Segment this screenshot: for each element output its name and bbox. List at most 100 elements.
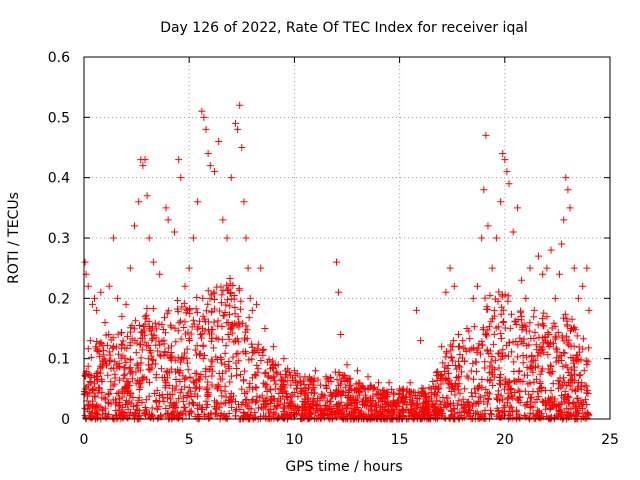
data-point [311, 367, 319, 375]
data-point [567, 353, 575, 361]
data-point [84, 345, 92, 353]
data-point [335, 368, 343, 376]
data-point [477, 413, 485, 421]
data-point [123, 401, 131, 409]
data-point [484, 376, 492, 384]
data-point [556, 408, 564, 416]
data-point [99, 351, 107, 359]
data-point [522, 400, 530, 408]
data-point [451, 410, 459, 418]
data-point [460, 413, 468, 421]
data-point [197, 371, 205, 379]
data-point [288, 401, 296, 409]
data-point [148, 360, 156, 368]
data-point [367, 382, 375, 390]
data-point [128, 375, 136, 383]
data-point [440, 404, 448, 412]
data-point [553, 346, 561, 354]
data-point [443, 402, 451, 410]
data-point [206, 366, 214, 374]
data-point [124, 389, 132, 397]
data-point [577, 356, 585, 364]
data-point [419, 385, 427, 393]
y-tick-label: 0.1 [48, 352, 70, 368]
data-point [195, 350, 203, 358]
data-point [195, 375, 203, 383]
data-point [221, 349, 229, 357]
data-point [216, 375, 224, 383]
data-point [520, 412, 528, 420]
data-point [121, 370, 129, 378]
data-point [334, 406, 342, 414]
data-point [447, 341, 455, 349]
data-point [470, 323, 478, 331]
data-point [175, 156, 183, 164]
data-point [106, 351, 114, 359]
data-point [231, 398, 239, 406]
data-point [242, 234, 250, 242]
data-point [389, 406, 397, 414]
data-point [285, 368, 293, 376]
data-point [326, 374, 334, 382]
data-point [477, 350, 485, 358]
data-point [551, 333, 559, 341]
data-point [85, 402, 93, 410]
data-point [305, 414, 313, 422]
data-point [394, 397, 402, 405]
data-point [210, 168, 218, 176]
data-point [158, 321, 166, 329]
data-point [510, 367, 518, 375]
data-point [174, 354, 182, 362]
data-point [504, 352, 512, 360]
data-point [268, 392, 276, 400]
data-point [526, 365, 534, 373]
data-point [564, 369, 572, 377]
data-point [567, 405, 575, 413]
data-point [155, 414, 163, 422]
data-point [249, 396, 257, 404]
data-point [572, 404, 580, 412]
data-point [302, 391, 310, 399]
data-point [538, 334, 546, 342]
data-point [370, 414, 378, 422]
data-point [126, 355, 134, 363]
data-point [162, 204, 170, 212]
data-point [442, 414, 450, 422]
data-point [406, 409, 414, 417]
data-point [559, 362, 567, 370]
y-tick-label: 0.4 [48, 171, 70, 187]
data-point [109, 344, 117, 352]
data-point [174, 297, 182, 305]
data-point [572, 352, 580, 360]
data-point [205, 330, 213, 338]
data-point [207, 356, 215, 364]
data-point [302, 402, 310, 410]
data-point [240, 408, 248, 416]
data-point [92, 410, 100, 418]
data-point [384, 388, 392, 396]
data-point [310, 389, 318, 397]
data-point [189, 316, 197, 324]
data-point [491, 366, 499, 374]
data-point [536, 370, 544, 378]
data-point [93, 373, 101, 381]
data-point [226, 378, 234, 386]
data-point [496, 397, 504, 405]
data-point [543, 313, 551, 321]
data-point [561, 398, 569, 406]
data-point [517, 316, 525, 324]
data-point [564, 393, 572, 401]
data-point [221, 382, 229, 390]
data-point [143, 304, 151, 312]
data-point [520, 321, 528, 329]
data-point [575, 378, 583, 386]
data-point [314, 394, 322, 402]
data-point [499, 412, 507, 420]
data-point [539, 315, 547, 323]
data-point [212, 353, 220, 361]
data-point [163, 367, 171, 375]
data-point [207, 337, 215, 345]
data-point [525, 327, 533, 335]
data-point [509, 394, 517, 402]
data-point [181, 318, 189, 326]
